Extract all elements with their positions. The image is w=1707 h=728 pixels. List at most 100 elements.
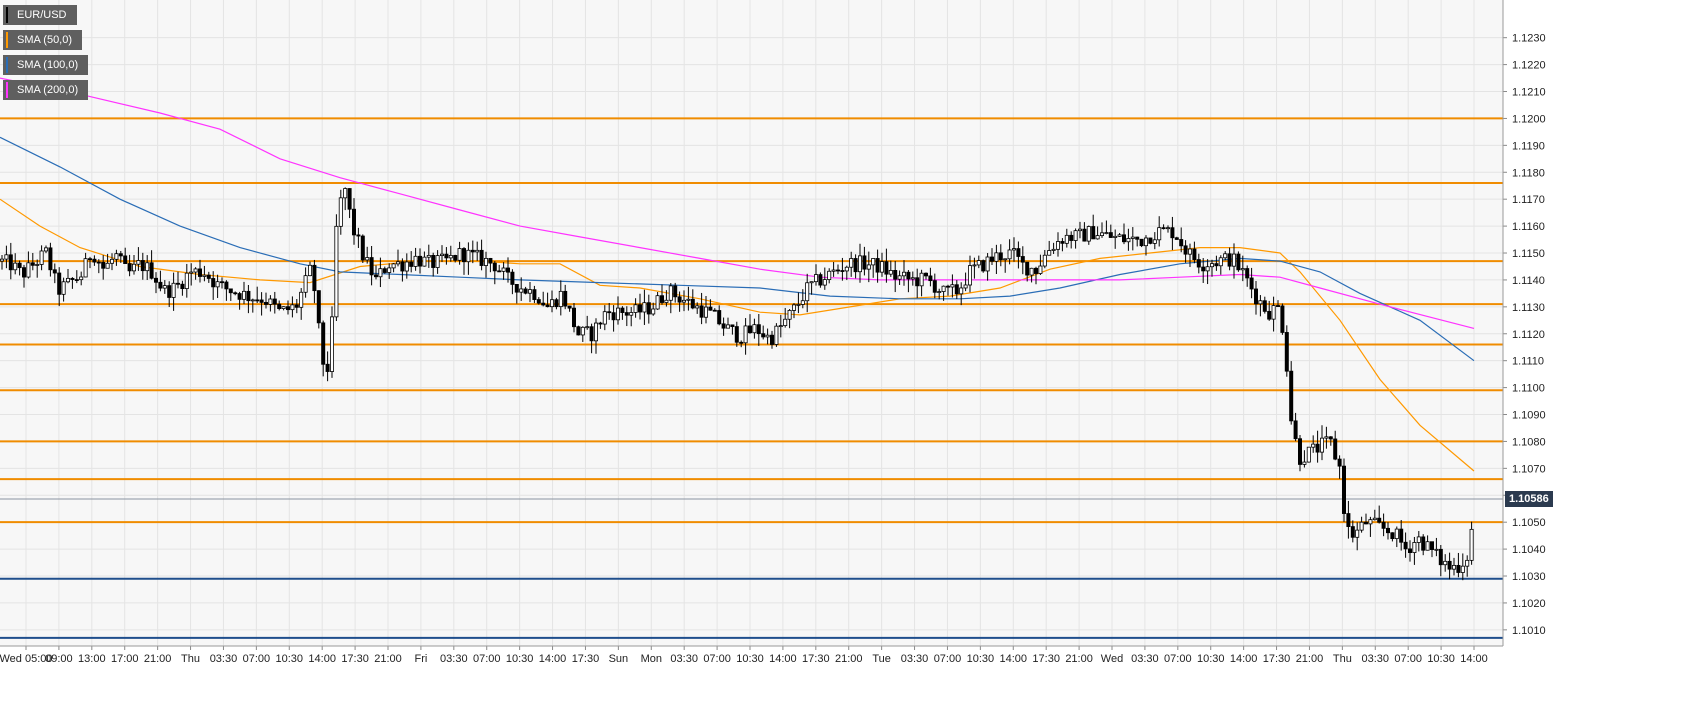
candle-down: [1236, 253, 1241, 271]
candle-up: [972, 264, 977, 267]
candle-down: [140, 260, 145, 272]
candle-down: [1227, 253, 1232, 267]
candle-up: [114, 253, 119, 260]
x-tick-label: 07:00: [243, 653, 271, 665]
candle-up: [395, 261, 400, 265]
candle-up: [1311, 443, 1316, 448]
candle-down: [932, 280, 937, 293]
legend-symbol[interactable]: EUR/USD: [3, 5, 77, 25]
sma50-line: [0, 198, 1475, 472]
candle-down: [382, 268, 387, 273]
candle-up: [1051, 248, 1056, 251]
candle-down: [1082, 228, 1087, 242]
candle-down: [1267, 310, 1272, 320]
candle-down: [1183, 245, 1188, 255]
candle-down: [756, 324, 761, 335]
x-tick-label: 14:00: [539, 653, 567, 665]
x-tick-label: 03:30: [1362, 653, 1390, 665]
candle-up: [1047, 250, 1052, 256]
candle-up: [792, 304, 797, 311]
axes: 1.10101.10201.10301.10401.10501.10601.10…: [0, 0, 1546, 665]
x-tick-label: 17:30: [802, 653, 830, 665]
candle-down: [88, 258, 93, 261]
candle-down: [1390, 532, 1395, 540]
candle-down: [1254, 288, 1259, 305]
candle-up: [668, 285, 673, 301]
candle-down: [325, 363, 330, 372]
legend-sma100[interactable]: SMA (100,0): [3, 55, 89, 75]
candle-down: [1421, 536, 1426, 551]
candle-down: [118, 253, 123, 257]
candle-up: [704, 306, 709, 318]
candle-down: [572, 307, 577, 328]
candle-up: [1007, 249, 1012, 260]
candle-up: [726, 324, 731, 329]
symbol-color-swatch: [6, 7, 8, 23]
candle-down: [123, 255, 128, 264]
candle-up: [404, 261, 409, 272]
legend-sma50[interactable]: SMA (50,0): [3, 30, 83, 50]
x-tick-label: 14:00: [1460, 653, 1488, 665]
candle-down: [721, 323, 726, 329]
y-tick-label: 1.1160: [1512, 221, 1545, 233]
candle-down: [1161, 227, 1166, 230]
candle-down: [1289, 370, 1294, 422]
x-tick-label: Sun: [609, 653, 629, 665]
x-tick-label: Tue: [872, 653, 891, 665]
candle-down: [70, 277, 75, 280]
candle-down: [1346, 513, 1351, 527]
candle-down: [369, 257, 374, 276]
candle-up: [695, 305, 700, 309]
x-tick-label: 17:30: [1263, 653, 1291, 665]
candle-up: [1166, 227, 1171, 230]
candle-up: [743, 325, 748, 344]
candle-up: [774, 325, 779, 345]
candle-down: [1337, 458, 1342, 467]
candle-down: [1192, 248, 1197, 260]
candle-down: [158, 281, 163, 289]
current-price-tag: 1.10586: [1505, 491, 1553, 508]
y-tick-label: 1.1040: [1512, 544, 1546, 556]
candle-down: [400, 261, 405, 272]
candle-down: [1016, 248, 1021, 257]
candle-down: [734, 326, 739, 343]
legend-sma200[interactable]: SMA (200,0): [3, 80, 89, 100]
candle-down: [1122, 234, 1127, 243]
x-tick-label: 14:00: [1000, 653, 1028, 665]
candle-up: [880, 261, 885, 273]
candle-down: [259, 299, 264, 303]
candle-down: [263, 302, 268, 305]
candle-up: [290, 304, 295, 311]
candle-down: [277, 303, 282, 309]
candle-up: [1355, 529, 1360, 538]
candle-up: [1258, 300, 1263, 305]
candle-down: [470, 249, 475, 253]
candle-down: [624, 312, 629, 316]
candle-down: [1034, 267, 1039, 274]
candle-down: [589, 326, 594, 342]
candle-down: [96, 261, 101, 264]
y-tick-label: 1.1090: [1512, 410, 1546, 422]
x-tick-label: 10:30: [506, 653, 534, 665]
candle-up: [849, 258, 854, 268]
candle-up: [633, 304, 638, 313]
candle-down: [928, 275, 933, 282]
candle-down: [1381, 521, 1386, 529]
candle-up: [391, 263, 396, 269]
candle-down: [1284, 332, 1289, 372]
y-tick-label: 1.1020: [1512, 598, 1546, 610]
x-tick-label: 13:00: [78, 653, 106, 665]
candle-up: [136, 260, 141, 265]
sma50-color-swatch: [6, 32, 8, 48]
y-tick-label: 1.1010: [1512, 625, 1546, 637]
candle-up: [215, 281, 220, 288]
candle-up: [241, 290, 246, 300]
candle-down: [360, 235, 365, 261]
candle-up: [1218, 257, 1223, 267]
y-tick-label: 1.1150: [1512, 248, 1545, 260]
candle-up: [193, 268, 198, 273]
candle-down: [1364, 521, 1369, 525]
y-tick-label: 1.1170: [1512, 194, 1545, 206]
